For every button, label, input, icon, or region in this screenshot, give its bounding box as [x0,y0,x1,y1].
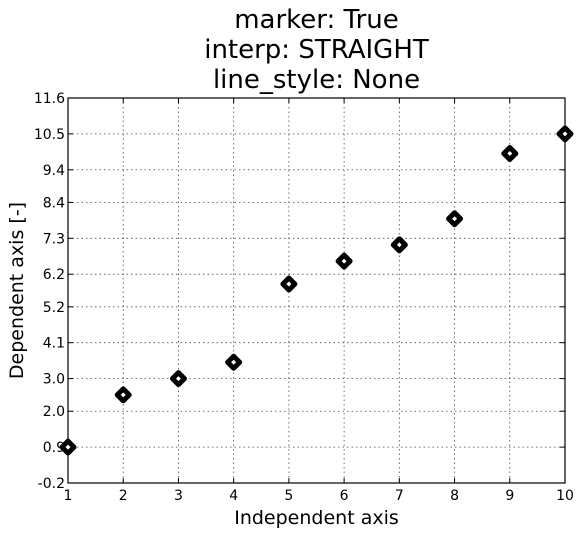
x-tick-label: 3 [174,488,183,504]
data-point-marker [501,144,519,162]
data-point-marker [556,125,574,143]
y-tick-label: 9.4 [43,163,65,179]
x-tick-label: 6 [340,488,349,504]
data-point-marker [390,236,408,254]
x-tick-label: 2 [119,488,128,504]
y-tick-label: 8.4 [43,195,65,211]
data-point-marker [169,370,187,388]
y-tick-label: -0.2 [38,476,65,492]
data-point-marker [114,386,132,404]
x-axis-label: Independent axis [234,507,399,529]
y-tick-label: 0.9 [43,440,65,456]
chart-title-line: interp: STRAIGHT [204,35,429,65]
x-tick-label: 9 [505,488,514,504]
data-point-marker [446,210,464,228]
y-tick-label: 6.2 [43,267,65,283]
y-axis-ticks: -0.2 0.9 2.0 3.0 4.1 5.2 6.2 7.3 8.4 9.4 10.5 11.6 [34,91,565,492]
y-tick-label: 2.0 [43,404,65,420]
y-tick-label: 7.3 [43,231,65,247]
chart-title-line: line_style: None [213,65,420,95]
plot-frame [67,97,566,484]
data-point-marker [280,275,298,293]
y-tick-label: 5.2 [43,300,65,316]
y-tick-label: 4.1 [43,336,65,352]
x-tick-label: 4 [229,488,238,504]
y-axis-label: Dependent axis [-] [6,202,28,379]
grid [68,98,565,483]
data-point-marker [59,438,77,456]
x-tick-label: 5 [284,488,293,504]
y-tick-label: 10.5 [34,127,65,143]
data-point-marker [225,353,243,371]
data-series [59,125,574,456]
y-tick-label: 3.0 [43,372,65,388]
x-axis-ticks: 1 2 3 4 5 6 7 8 9 10 [64,98,574,504]
y-tick-label: 11.6 [34,91,65,107]
x-tick-label: 1 [64,488,73,504]
chart-title-line: marker: True [234,5,399,35]
data-point-marker [335,252,353,270]
x-tick-label: 10 [556,488,574,504]
x-tick-label: 7 [395,488,404,504]
x-tick-label: 8 [450,488,459,504]
